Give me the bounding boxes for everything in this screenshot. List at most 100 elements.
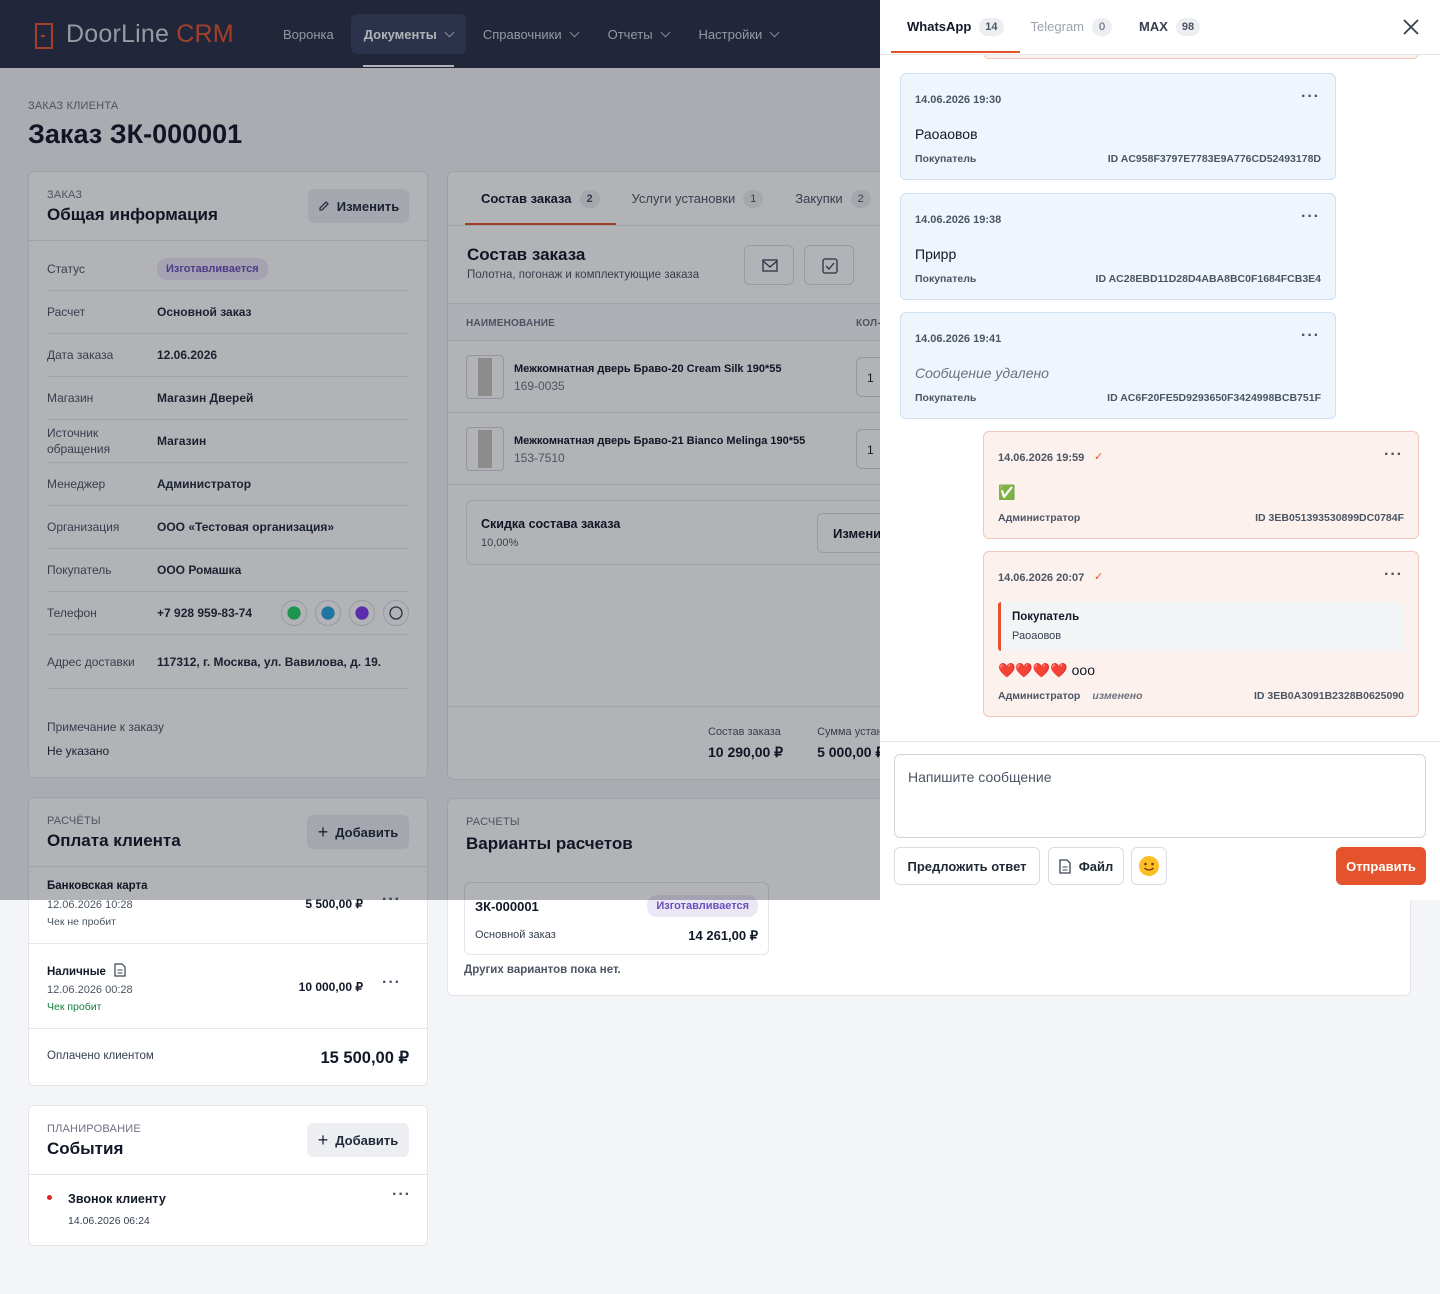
send-button[interactable]: Отправить	[1336, 847, 1426, 885]
contact-icon[interactable]	[281, 600, 307, 626]
circle-part	[1139, 856, 1159, 876]
card-title: События	[47, 1139, 124, 1158]
tab-count: 2	[579, 189, 600, 208]
contact-icon[interactable]	[349, 600, 375, 626]
field-row: Магазин Магазин Дверей	[47, 377, 409, 420]
door-thumbnail	[466, 355, 504, 399]
order-row: Межкомнатная дверь Браво-21 Bianco Melin…	[448, 413, 1410, 485]
logo-icon	[35, 23, 53, 49]
contact-icon[interactable]	[315, 600, 341, 626]
nav-item[interactable]: Воронка	[283, 26, 334, 42]
path-part	[762, 260, 778, 268]
message-text: Прирр	[915, 246, 957, 262]
emoji-button[interactable]	[1131, 847, 1167, 885]
path-part	[117, 969, 123, 974]
footer-left: Администратор изменено	[998, 690, 1143, 702]
add-button[interactable]: + Добавить	[307, 1123, 409, 1157]
mail-button[interactable]	[744, 245, 794, 285]
message-id: ID AC958F3797E7783E9A776CD52493178D	[1107, 153, 1321, 165]
message-menu[interactable]: ···	[1301, 327, 1320, 344]
nav-item[interactable]: Справочники	[470, 14, 591, 54]
path-part	[319, 201, 329, 211]
tab-label: WhatsApp	[907, 19, 972, 34]
logo[interactable]: DoorLine CRM	[66, 20, 234, 49]
footer-left: Покупатель	[915, 153, 976, 165]
nav-item[interactable]: Настройки	[686, 14, 792, 54]
svg-part	[478, 358, 492, 396]
column-header: НАИМЕНОВАНИЕ	[466, 318, 556, 329]
chat-tab[interactable]: Telegram 0	[1031, 0, 1112, 53]
discount-title: Скидка состава заказа	[481, 517, 621, 531]
tab-count: 1	[743, 189, 764, 208]
quote: Покупатель Раоаовов	[998, 602, 1404, 651]
suggest-button[interactable]: Предложить ответ	[894, 847, 1040, 885]
message-id: ID 3EB051393530899DC0784F	[1255, 512, 1404, 524]
door-thumbnail	[466, 427, 504, 471]
path-part	[1403, 19, 1419, 35]
tab-label: Telegram	[1030, 19, 1084, 34]
check-button[interactable]	[804, 245, 854, 285]
svg-part	[478, 430, 492, 468]
svg-part	[114, 963, 126, 977]
message-time: 14.06.2026 19:59	[998, 452, 1085, 464]
card-title: Общая информация	[47, 205, 218, 224]
payment-amount: 10 000,00 ₽	[298, 980, 363, 994]
footer-left: Покупатель	[915, 273, 976, 285]
message-bubble	[983, 55, 1419, 59]
chat-tab[interactable]: MAX 98	[1139, 0, 1201, 53]
divider	[880, 741, 1440, 742]
rect-part	[478, 358, 492, 396]
variant-type: Основной заказ	[475, 929, 556, 941]
field-value: ООО «Тестовая организация»	[157, 520, 335, 534]
field-label: Телефон	[47, 606, 97, 620]
add-button[interactable]: + Добавить	[307, 815, 409, 849]
field-value: Администратор	[157, 477, 252, 491]
variant-card[interactable]: ЗК-000001 Изготавливается Основной заказ…	[464, 882, 769, 955]
message-menu[interactable]: ···	[1301, 208, 1320, 225]
events-card: ПЛАНИРОВАНИЕ События + Добавить Звонок кл…	[28, 1105, 428, 1246]
message-time: 14.06.2026 20:07	[998, 572, 1085, 584]
chat-tab[interactable]: WhatsApp 14	[891, 0, 1019, 53]
tab-label: Услуги установки	[631, 191, 736, 206]
nav-item[interactable]: Отчеты	[595, 14, 682, 54]
message-text: Сообщение удалено	[915, 365, 1049, 381]
modal-overlay[interactable]	[0, 0, 880, 900]
order-tab[interactable]: Услуги установки 1	[632, 172, 764, 225]
payment-method: Наличные	[47, 963, 126, 980]
more-button[interactable]: ···	[382, 974, 401, 991]
message-author: Покупатель	[915, 392, 977, 404]
close-button[interactable]	[1402, 18, 1420, 36]
field-row: Организация ООО «Тестовая организация»	[47, 506, 409, 549]
file-button[interactable]: Файл	[1048, 847, 1124, 885]
circle-part	[355, 606, 369, 620]
file-icon	[1059, 858, 1071, 874]
nav-item[interactable]: Документы	[350, 14, 466, 67]
contact-icon[interactable]	[383, 600, 409, 626]
edit-button[interactable]: Изменить	[308, 189, 409, 223]
order-tab[interactable]: Закупки 2	[795, 172, 871, 225]
message-menu[interactable]: ···	[1384, 566, 1403, 583]
field-row: Покупатель ООО Ромашка	[47, 549, 409, 592]
message-menu[interactable]: ···	[1384, 446, 1403, 463]
card-title: Оплата клиента	[47, 831, 181, 850]
message-text: ❤️❤️❤️❤️ ооо	[998, 662, 1095, 678]
payments-card: РАСЧЁТЫ Оплата клиента + Добавить Банковс…	[28, 797, 428, 1086]
more-button[interactable]: ···	[392, 1186, 411, 1203]
order-tab[interactable]: Состав заказа 2	[465, 172, 616, 225]
eyebrow: ПЛАНИРОВАНИЕ	[47, 1123, 141, 1135]
field-label: Статус	[47, 262, 85, 276]
field-label: Покупатель	[47, 563, 112, 577]
field-label: Расчет	[47, 305, 86, 319]
more-button[interactable]: ···	[382, 891, 401, 908]
message-id: ID AC6F20FE5D9293650F3424998BCB751F	[1107, 392, 1321, 404]
footer-left: Администратор	[998, 512, 1080, 524]
discount-value: 10,00%	[481, 537, 519, 549]
message-input[interactable]: Напишите сообщение	[894, 754, 1426, 838]
read-check: ✓	[1094, 571, 1104, 583]
paid-total: 15 500,00 ₽	[320, 1049, 410, 1067]
receipt-status: Чек пробит	[47, 1001, 102, 1013]
path-part	[1059, 858, 1071, 874]
message-menu[interactable]: ···	[1301, 88, 1320, 105]
path-part	[1062, 866, 1068, 870]
path-part	[825, 262, 835, 270]
